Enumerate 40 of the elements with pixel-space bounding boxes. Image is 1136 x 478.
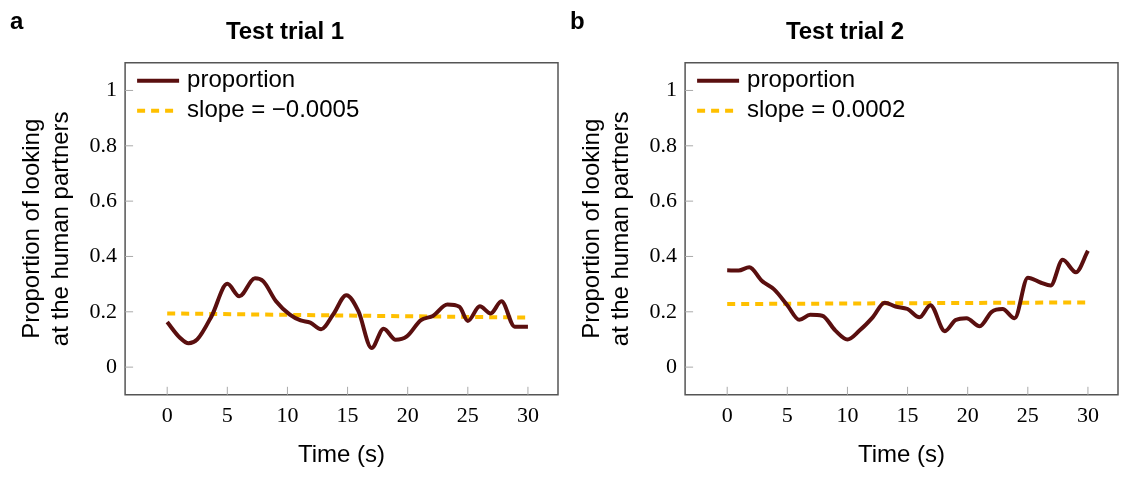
y-tick-label: 0.4 <box>89 242 118 268</box>
legend-label: proportion <box>187 65 296 93</box>
chart-title: Test trial 2 <box>785 17 905 45</box>
x-axis-title: Time (s) <box>298 440 386 468</box>
x-tick-label: 10 <box>836 401 859 427</box>
x-tick-label: 30 <box>1076 401 1099 427</box>
x-tick-label: 15 <box>896 401 919 427</box>
legend-label: slope = −0.0005 <box>187 95 360 123</box>
line-series <box>165 276 530 351</box>
y-tick-label: 0.2 <box>89 297 118 323</box>
y-tick-label: 1 <box>666 76 678 102</box>
line-series <box>725 248 1090 342</box>
x-tick-label: 15 <box>336 401 359 427</box>
x-tick-label: 0 <box>161 401 173 427</box>
x-tick-label: 5 <box>781 401 793 427</box>
x-tick-label: 25 <box>456 401 479 427</box>
x-tick-label: 25 <box>1016 401 1039 427</box>
legend-label: proportion <box>747 65 856 93</box>
y-tick-label: 0.6 <box>89 186 118 212</box>
y-tick-label: 0 <box>666 352 678 378</box>
x-tick-label: 0 <box>721 401 733 427</box>
y-tick-label: 0.2 <box>649 297 678 323</box>
y-axis-title: Proportion of looking at the human partners <box>577 111 633 347</box>
y-tick-label: 0.6 <box>649 186 678 212</box>
legend-label: slope = 0.0002 <box>747 95 906 123</box>
y-tick-label: 0.8 <box>89 131 118 157</box>
chart-title: Test trial 1 <box>225 17 345 45</box>
y-tick-label: 0.4 <box>649 242 678 268</box>
x-axis-title: Time (s) <box>858 440 946 468</box>
x-tick-label: 5 <box>221 401 233 427</box>
x-tick-label: 20 <box>396 401 419 427</box>
x-tick-label: 10 <box>276 401 299 427</box>
x-tick-label: 20 <box>956 401 979 427</box>
y-tick-label: 0 <box>106 352 118 378</box>
y-axis-title: Proportion of looking at the human partners <box>17 111 73 347</box>
y-tick-label: 1 <box>106 76 118 102</box>
text: b <box>570 6 585 34</box>
text: a <box>10 6 24 34</box>
x-tick-label: 30 <box>516 401 539 427</box>
y-tick-label: 0.8 <box>649 131 678 157</box>
